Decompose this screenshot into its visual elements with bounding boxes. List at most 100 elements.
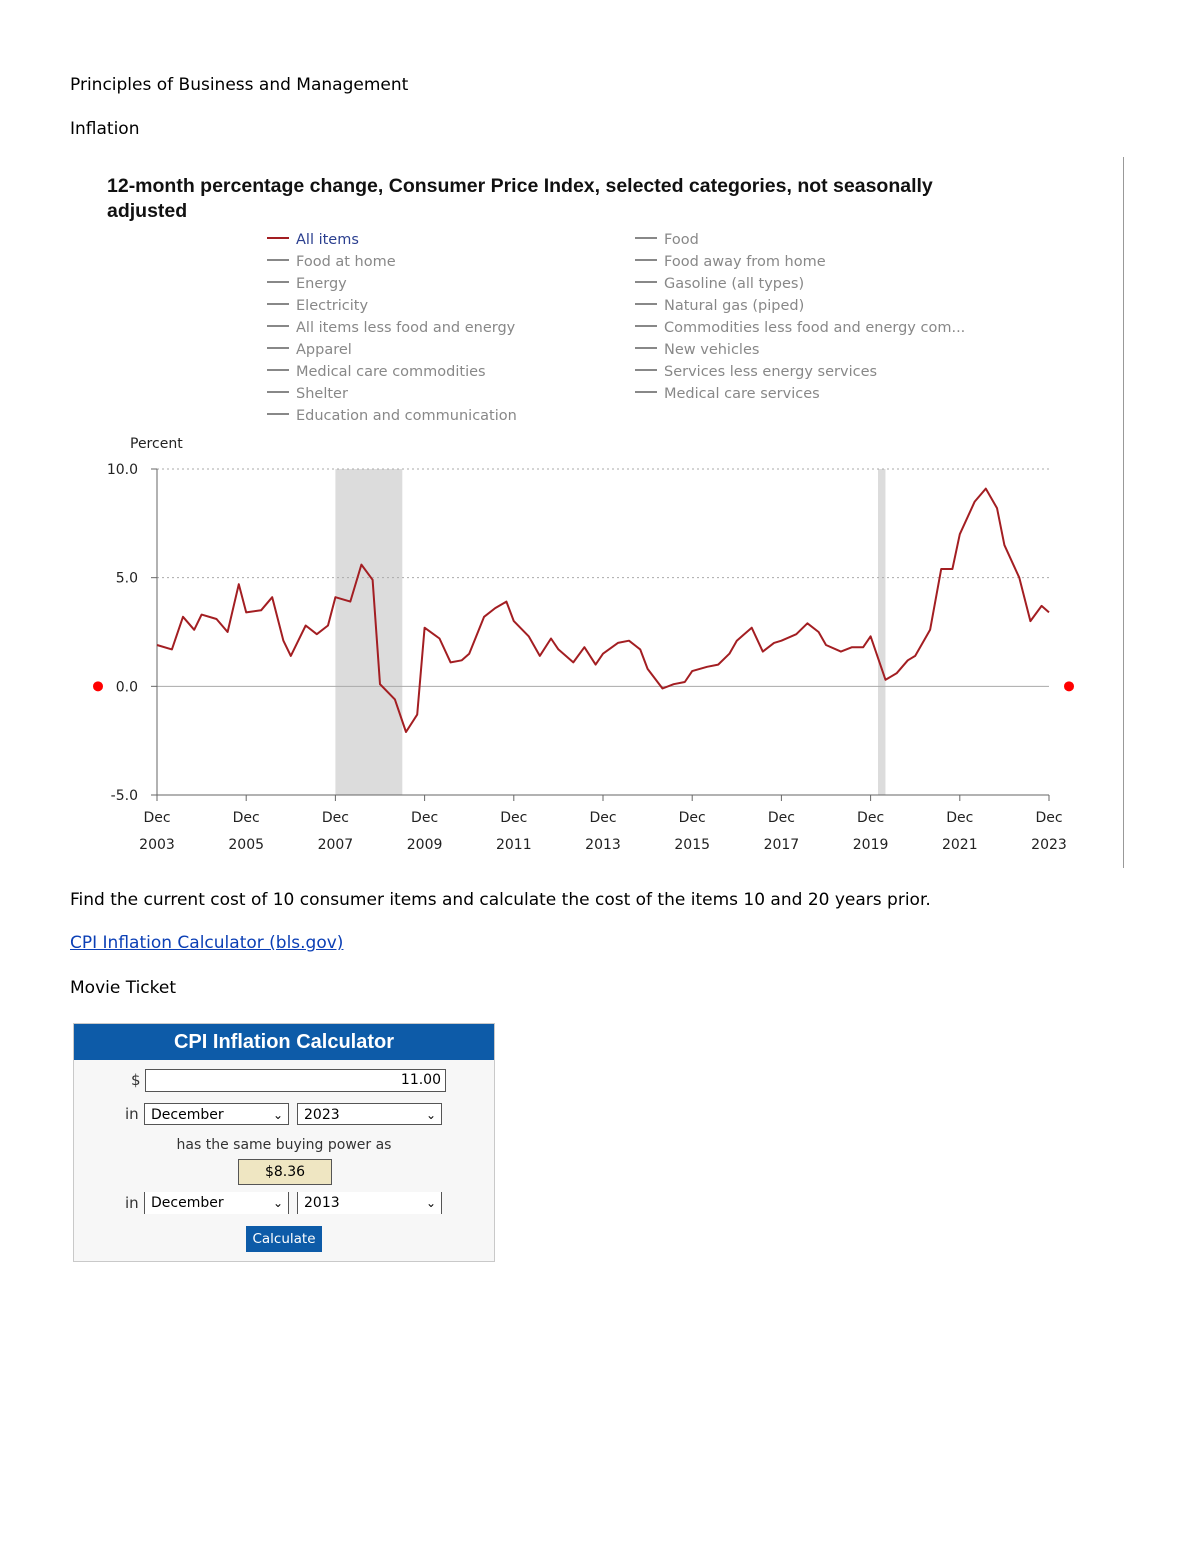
legend-swatch: [267, 237, 289, 239]
same-buying-power-text: has the same buying power as: [176, 1137, 392, 1153]
legend-item[interactable]: Shelter: [267, 383, 517, 405]
x-tick-label-year: 2007: [318, 837, 354, 853]
chart-legend-left: All items Food at home Energy Electricity Al…: [267, 229, 517, 427]
chart-series: [156, 487, 1050, 733]
chart-axes: [156, 469, 1049, 796]
legend-item[interactable]: Food at home: [267, 251, 517, 273]
y-axis-ticks: -5.0 0.0 5.0 10.0: [107, 462, 157, 804]
result-value: $8.36: [238, 1159, 332, 1185]
to-year-select[interactable]: 2013 ⌄: [297, 1192, 442, 1214]
y-tick-label: 5.0: [116, 571, 138, 587]
course-title: Principles of Business and Management: [70, 75, 409, 95]
amount-input[interactable]: 11.00: [145, 1069, 446, 1092]
recession-bands: [335, 469, 886, 795]
x-tick-label-year: 2011: [496, 837, 532, 853]
legend-label: All items: [296, 232, 359, 248]
instruction-text: Find the current cost of 10 consumer ite…: [70, 890, 931, 910]
zero-marker-right: [1064, 681, 1074, 692]
legend-swatch: [267, 347, 289, 349]
x-tick-label-year: 2009: [407, 837, 443, 853]
recession-band: [878, 469, 886, 795]
x-tick-label-month: Dec: [679, 810, 706, 826]
x-tick-label-month: Dec: [143, 810, 170, 826]
legend-item[interactable]: Commodities less food and energy com...: [635, 317, 965, 339]
y-axis-label: Percent: [130, 436, 183, 452]
x-tick-label-month: Dec: [589, 810, 616, 826]
x-tick-label-year: 2005: [228, 837, 264, 853]
chevron-down-icon: ⌄: [425, 1108, 436, 1122]
x-tick-label-year: 2019: [853, 837, 889, 853]
x-tick-label-month: Dec: [233, 810, 260, 826]
legend-item[interactable]: Food: [635, 229, 965, 251]
to-month-value: December: [151, 1195, 224, 1211]
y-tick-label: 0.0: [116, 679, 138, 695]
chevron-down-icon: ⌄: [425, 1196, 436, 1210]
legend-item[interactable]: Education and communication: [267, 405, 517, 427]
x-tick-label-year: 2015: [674, 837, 710, 853]
legend-label: Shelter: [296, 386, 348, 402]
legend-swatch: [635, 347, 657, 349]
x-tick-label-year: 2021: [942, 837, 978, 853]
legend-item[interactable]: All items less food and energy: [267, 317, 517, 339]
legend-label: All items less food and energy: [296, 320, 516, 336]
legend-label: Natural gas (piped): [664, 298, 805, 314]
in-label-from: in: [125, 1105, 139, 1123]
y-tick-label: 10.0: [107, 462, 138, 478]
legend-label: New vehicles: [664, 342, 760, 358]
legend-item[interactable]: Apparel: [267, 339, 517, 361]
to-month-select[interactable]: December ⌄: [144, 1192, 289, 1214]
legend-label: Gasoline (all types): [664, 276, 805, 292]
chart-gridlines: [157, 468, 1049, 687]
legend-label: Apparel: [296, 342, 352, 358]
legend-swatch: [635, 259, 657, 261]
from-month-value: December: [151, 1107, 224, 1123]
x-tick-label-year: 2023: [1031, 837, 1067, 853]
legend-item[interactable]: New vehicles: [635, 339, 965, 361]
legend-item[interactable]: Natural gas (piped): [635, 295, 965, 317]
y-tick-label: -5.0: [111, 788, 138, 804]
x-tick-label-year: 2003: [139, 837, 175, 853]
legend-label: Electricity: [296, 298, 369, 314]
legend-label: Food at home: [296, 254, 396, 270]
legend-label: Medical care commodities: [296, 364, 486, 380]
legend-swatch: [267, 303, 289, 305]
from-year-select[interactable]: 2023 ⌄: [297, 1103, 442, 1125]
x-tick-label-month: Dec: [500, 810, 527, 826]
x-axis-ticks: Dec 2003 Dec 2005 Dec 2007 Dec 2009 Dec 2011 Dec 20…: [139, 795, 1067, 853]
x-tick-label-month: Dec: [1035, 810, 1062, 826]
x-tick-label-year: 2013: [585, 837, 621, 853]
calculator-title: CPI Inflation Calculator: [74, 1024, 494, 1060]
chevron-down-icon: ⌄: [272, 1196, 283, 1210]
chart-title: 12-month percentage change, Consumer Pri…: [107, 175, 933, 222]
legend-item[interactable]: Energy: [267, 273, 517, 295]
legend-item[interactable]: Services less energy services: [635, 361, 965, 383]
item-label: Movie Ticket: [70, 978, 177, 998]
from-month-select[interactable]: December ⌄: [144, 1103, 289, 1125]
legend-swatch: [267, 325, 289, 327]
series-line-all-items: [156, 487, 1050, 733]
recession-band: [335, 469, 403, 795]
x-tick-label-year: 2017: [764, 837, 800, 853]
page-divider: [1123, 157, 1124, 868]
legend-swatch: [267, 391, 289, 393]
chevron-down-icon: ⌄: [272, 1108, 283, 1122]
legend-item[interactable]: Electricity: [267, 295, 517, 317]
legend-swatch: [267, 281, 289, 283]
legend-label: Medical care services: [664, 386, 820, 402]
legend-item[interactable]: All items: [267, 229, 517, 251]
calculate-button[interactable]: Calculate: [246, 1226, 322, 1252]
currency-label: $: [131, 1071, 141, 1089]
legend-label: Services less energy services: [664, 364, 878, 380]
legend-label: Food: [664, 232, 699, 248]
to-year-value: 2013: [304, 1195, 340, 1211]
cpi-calculator-link[interactable]: CPI Inflation Calculator (bls.gov): [70, 933, 344, 953]
legend-item[interactable]: Medical care services: [635, 383, 965, 405]
legend-item[interactable]: Gasoline (all types): [635, 273, 965, 295]
legend-item[interactable]: Food away from home: [635, 251, 965, 273]
legend-swatch: [635, 237, 657, 239]
topic-title: Inflation: [70, 119, 140, 139]
legend-item[interactable]: Medical care commodities: [267, 361, 517, 383]
legend-label: Food away from home: [664, 254, 826, 270]
legend-swatch: [635, 325, 657, 327]
cpi-calculator-widget: CPI Inflation Calculator $ 11.00 in Dece…: [73, 1023, 495, 1262]
